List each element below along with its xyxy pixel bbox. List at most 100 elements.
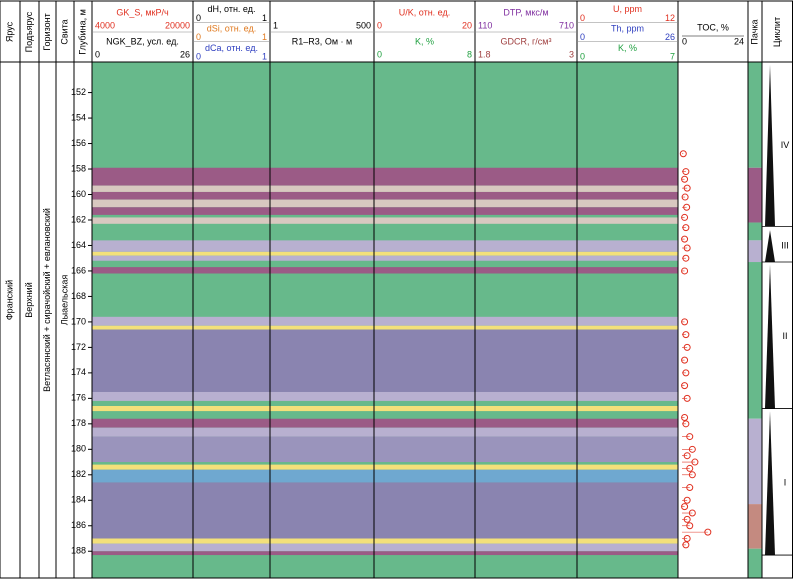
curve-label: dH, отн. ед. [208, 4, 256, 14]
toc-point [688, 445, 696, 453]
facies-band [92, 391, 678, 401]
scale-max: 8 [467, 50, 472, 60]
facies-band [92, 185, 678, 192]
scale-max: 12 [665, 13, 675, 23]
curve-label: GK_S, мкР/ч [116, 8, 169, 18]
facies-band [92, 469, 678, 483]
scale-max: 7 [670, 52, 675, 62]
toc-point [704, 528, 712, 536]
unit-band [748, 548, 762, 578]
column-header: Горизонт [42, 13, 52, 50]
unit-band [748, 240, 762, 263]
scale-min: 0 [196, 13, 201, 23]
facies-band [92, 325, 678, 330]
scale-min: 0 [377, 50, 382, 60]
toc-point [681, 318, 689, 326]
toc-point [681, 503, 689, 511]
toc-label: TOC, % [697, 22, 729, 32]
column-header: Ярус [4, 21, 14, 42]
scale-max: 26 [665, 32, 675, 42]
curve-label: Th, ppm [611, 23, 644, 33]
toc-point [683, 452, 691, 460]
facies-band [92, 538, 678, 544]
facies-band [92, 251, 678, 256]
scale-min: 0 [580, 32, 585, 42]
toc-point [683, 496, 691, 504]
toc-point [682, 369, 690, 377]
facies-band [92, 207, 678, 215]
curve-label: dCa, отн. ед. [205, 43, 258, 53]
depth-tick-label: 172 [71, 342, 86, 352]
facies-band [92, 543, 678, 552]
stratigraphy-label: Ветласянский + сирачойский + евлановский [42, 208, 52, 392]
curve-label: GDCR, г/см³ [501, 37, 552, 47]
depth-tick-label: 178 [71, 418, 86, 428]
depth-tick-label: 152 [71, 87, 86, 97]
depth-tick-label: 166 [71, 265, 86, 275]
unit-band [748, 262, 762, 419]
curve-label: dSi, отн. ед. [207, 23, 256, 33]
depth-tick-label: 154 [71, 112, 86, 122]
unit-band [748, 418, 762, 505]
toc-point [688, 471, 696, 479]
scale-min: 0 [196, 52, 201, 62]
curve-label: R1–R3, Ом · м [292, 37, 352, 47]
scale-min: 0 [196, 32, 201, 42]
depth-tick-label: 184 [71, 495, 86, 505]
toc-point [682, 541, 690, 549]
depth-tick-label: 186 [71, 520, 86, 530]
scale-min: 0 [580, 52, 585, 62]
depth-tick-label: 160 [71, 189, 86, 199]
toc-point [683, 394, 691, 402]
toc-point [682, 254, 690, 262]
cycle-label: IV [781, 140, 790, 150]
column-header: Свита [59, 19, 69, 44]
facies-band [92, 551, 678, 556]
toc-point [682, 331, 690, 339]
scale-min: 0 [580, 13, 585, 23]
toc-point [686, 522, 694, 530]
toc-point [682, 224, 690, 232]
depth-tick-label: 188 [71, 546, 86, 556]
depth-tick-label: 158 [71, 163, 86, 173]
toc-max: 24 [734, 36, 744, 46]
depth-tick-label: 170 [71, 316, 86, 326]
toc-point [683, 535, 691, 543]
facies-band [92, 255, 678, 261]
toc-point [682, 168, 690, 176]
cycle-triangle [765, 264, 775, 409]
scale-max: 20000 [165, 21, 190, 31]
cycle-label: III [781, 240, 789, 250]
cycle-triangle [765, 64, 775, 227]
depth-tick-label: 180 [71, 444, 86, 454]
toc-point [681, 267, 689, 275]
facies-band [92, 482, 678, 539]
unit-band [748, 167, 762, 223]
depth-tick-label: 174 [71, 367, 86, 377]
facies-band [92, 406, 678, 412]
scale-max: 1 [262, 32, 267, 42]
toc-point [686, 464, 694, 472]
toc-point [681, 235, 689, 243]
toc-point [686, 433, 694, 441]
toc-point [688, 509, 696, 517]
facies-band [92, 329, 678, 392]
toc-point [683, 244, 691, 252]
facies-band [92, 427, 678, 437]
toc-point [679, 150, 687, 158]
depth-tick-label: 168 [71, 291, 86, 301]
toc-point [681, 356, 689, 364]
scale-min: 1.8 [478, 50, 491, 60]
toc-point [681, 175, 689, 183]
curve-label: K, % [618, 43, 637, 53]
toc-point [683, 184, 691, 192]
facies-band [92, 240, 678, 252]
toc-point [686, 484, 694, 492]
facies-band [92, 191, 678, 200]
scale-min: 4000 [95, 21, 115, 31]
scale-min: 0 [377, 21, 382, 31]
toc-point [683, 515, 691, 523]
scale-max: 26 [180, 50, 190, 60]
scale-max: 710 [559, 21, 574, 31]
scale-max: 1 [262, 52, 267, 62]
